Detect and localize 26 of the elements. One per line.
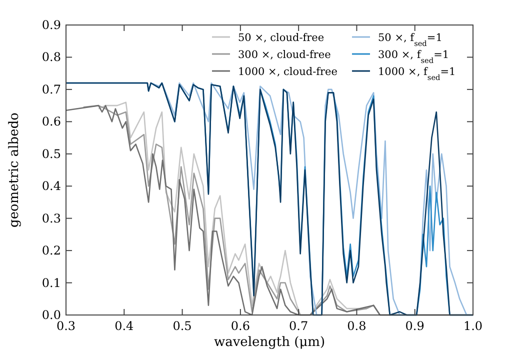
y-tick-label: 0.7 xyxy=(42,82,61,96)
y-tick-label: 0.8 xyxy=(42,50,61,64)
x-tick-label: 0.8 xyxy=(347,319,366,333)
x-tick-label: 0.3 xyxy=(56,319,76,333)
x-tick-label: 0.4 xyxy=(114,319,134,333)
x-axis-title: wavelength (μm) xyxy=(214,335,326,350)
x-tick-label: 0.7 xyxy=(289,319,308,333)
y-tick-label: 0.3 xyxy=(42,211,61,226)
x-tick-label: 0.6 xyxy=(230,319,250,333)
y-tick-label: 0.0 xyxy=(42,308,61,322)
y-tick-label: 0.9 xyxy=(42,18,61,32)
x-tick-label: 0.5 xyxy=(172,319,192,333)
y-tick-label: 0.4 xyxy=(42,179,62,194)
legend-label: 50 ×, cloud-free xyxy=(238,32,324,44)
legend-label: 1000 ×, f$_{sed}$=1 xyxy=(378,66,456,82)
y-tick-label: 0.5 xyxy=(42,146,61,161)
y-axis-title: geometric albedo xyxy=(7,112,22,228)
legend-label: 1000 ×, cloud-free xyxy=(238,66,338,78)
y-tick-label: 0.6 xyxy=(42,114,61,129)
x-tick-label: 1.0 xyxy=(463,319,483,333)
legend-label: 300 ×, f$_{sed}$=1 xyxy=(378,49,450,64)
y-tick-label: 0.2 xyxy=(42,244,61,258)
legend-label: 50 ×, f$_{sed}$=1 xyxy=(378,32,442,48)
x-tick-label: 0.9 xyxy=(405,319,424,333)
legend-label: 300 ×, cloud-free xyxy=(238,49,331,61)
y-tick-label: 0.1 xyxy=(42,276,61,290)
